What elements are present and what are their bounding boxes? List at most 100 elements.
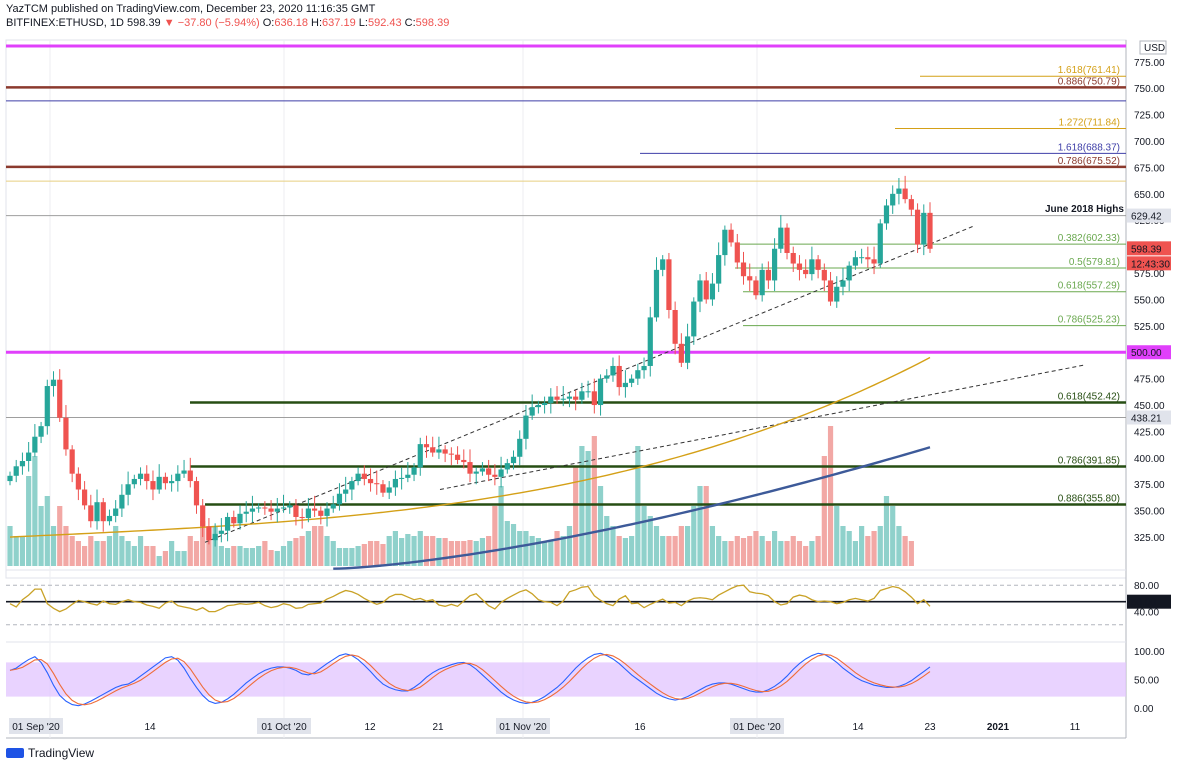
candle-body [237,513,243,524]
volume-bar [703,486,709,566]
volume-bar [467,540,473,566]
candle-body [175,473,181,482]
volume-bar [299,536,305,566]
volume-bar [492,506,498,566]
rsi-line [9,584,931,613]
candle-body [94,502,100,522]
candle-body [573,396,579,400]
candle-body [287,505,293,508]
candle-body [131,478,137,485]
fib-level-label: 0.786(391.85) [1058,455,1120,466]
volume-bar [417,531,423,566]
high-label: H: [311,17,323,29]
resistance-500-tag-box [1127,345,1171,360]
candle-body [498,469,504,477]
fib-level-label: 0.786(525.23) [1058,315,1120,326]
candle-body [871,259,877,264]
candle-body [865,257,871,260]
price-tick-label: 550.00 [1134,295,1165,306]
x-tick-box [9,718,63,734]
high-value: 637.19 [322,17,356,29]
volume-bar [585,451,591,566]
candle-body [653,269,660,318]
candle-body [629,378,635,383]
candle-body [541,402,548,406]
june-2018-price-tag: 629.42 [1131,212,1162,223]
candle-body [504,463,510,470]
candle-body [224,516,231,531]
candle-body [243,511,249,514]
candle-body [417,444,423,468]
candle-body [38,426,44,437]
volume-bar [193,541,200,566]
candle-body [405,474,411,478]
candle-body [517,438,523,457]
volume-bar [19,536,26,566]
open-label: O: [262,17,275,29]
volume-bar [796,541,803,566]
candle-body [579,391,585,400]
volume-bar [678,526,684,566]
volume-bar [840,526,846,566]
candle-body [734,242,740,263]
candle-body [436,449,442,453]
candle-body [529,407,535,416]
candle-body [367,478,374,484]
volume-bar [510,524,517,566]
volume-bar [896,526,902,566]
price-change: ▼ −37.80 (−5.94%) [163,17,260,29]
candle-body [722,229,728,256]
volume-bar [162,551,169,566]
volume-bar [883,496,890,566]
volume-bar [859,526,865,566]
candle-body [585,391,591,393]
volume-bar [361,544,367,566]
volume-bar [448,541,454,566]
volume-bar [367,541,374,566]
volume-bar [684,526,691,566]
volume-bar [324,536,330,566]
candle-body [660,259,666,270]
candle-body [548,396,554,403]
candle-body [821,269,827,281]
symbol-label[interactable]: BITFINEX:ETHUSD, 1D [6,17,124,29]
candle-body [119,494,125,509]
candle-body [26,452,32,462]
volume-bar [88,536,94,566]
x-tick-label: 12 [364,722,376,733]
candle-body [13,466,19,476]
candle-body [355,473,361,482]
price-tick-label: 725.00 [1134,111,1165,122]
low-label: L: [358,17,368,29]
candle-body [144,473,150,482]
volume-bar [498,486,504,566]
price-tick-label: 450.00 [1134,401,1165,412]
candle-body [75,473,81,490]
volume-bar [759,536,765,566]
volume-bar [454,541,461,566]
fib-level-label: 0.886(355.80) [1058,494,1120,505]
volume-bar [610,526,616,566]
support-438-tag: 438.21 [1131,413,1162,424]
candle-body [7,475,13,482]
currency-tag-box [1139,40,1167,55]
volume-bar [262,541,268,566]
candle-body [81,489,88,506]
x-tick-box [257,718,311,734]
candle-body [796,263,803,270]
candle-body [280,507,287,509]
candle-body [790,252,796,264]
volume-bar [597,486,604,566]
volume-bar [890,506,896,566]
volume-bar [902,536,908,566]
candle-body [187,470,193,482]
volume-bar [722,541,728,566]
x-tick-label: 2021 [987,722,1010,733]
volume-bar [803,546,809,566]
candle-body [883,205,890,224]
volume-bar [430,536,436,566]
price-tick-label: 775.00 [1134,58,1165,69]
candle-body [697,280,703,302]
volume-bar [243,548,249,566]
